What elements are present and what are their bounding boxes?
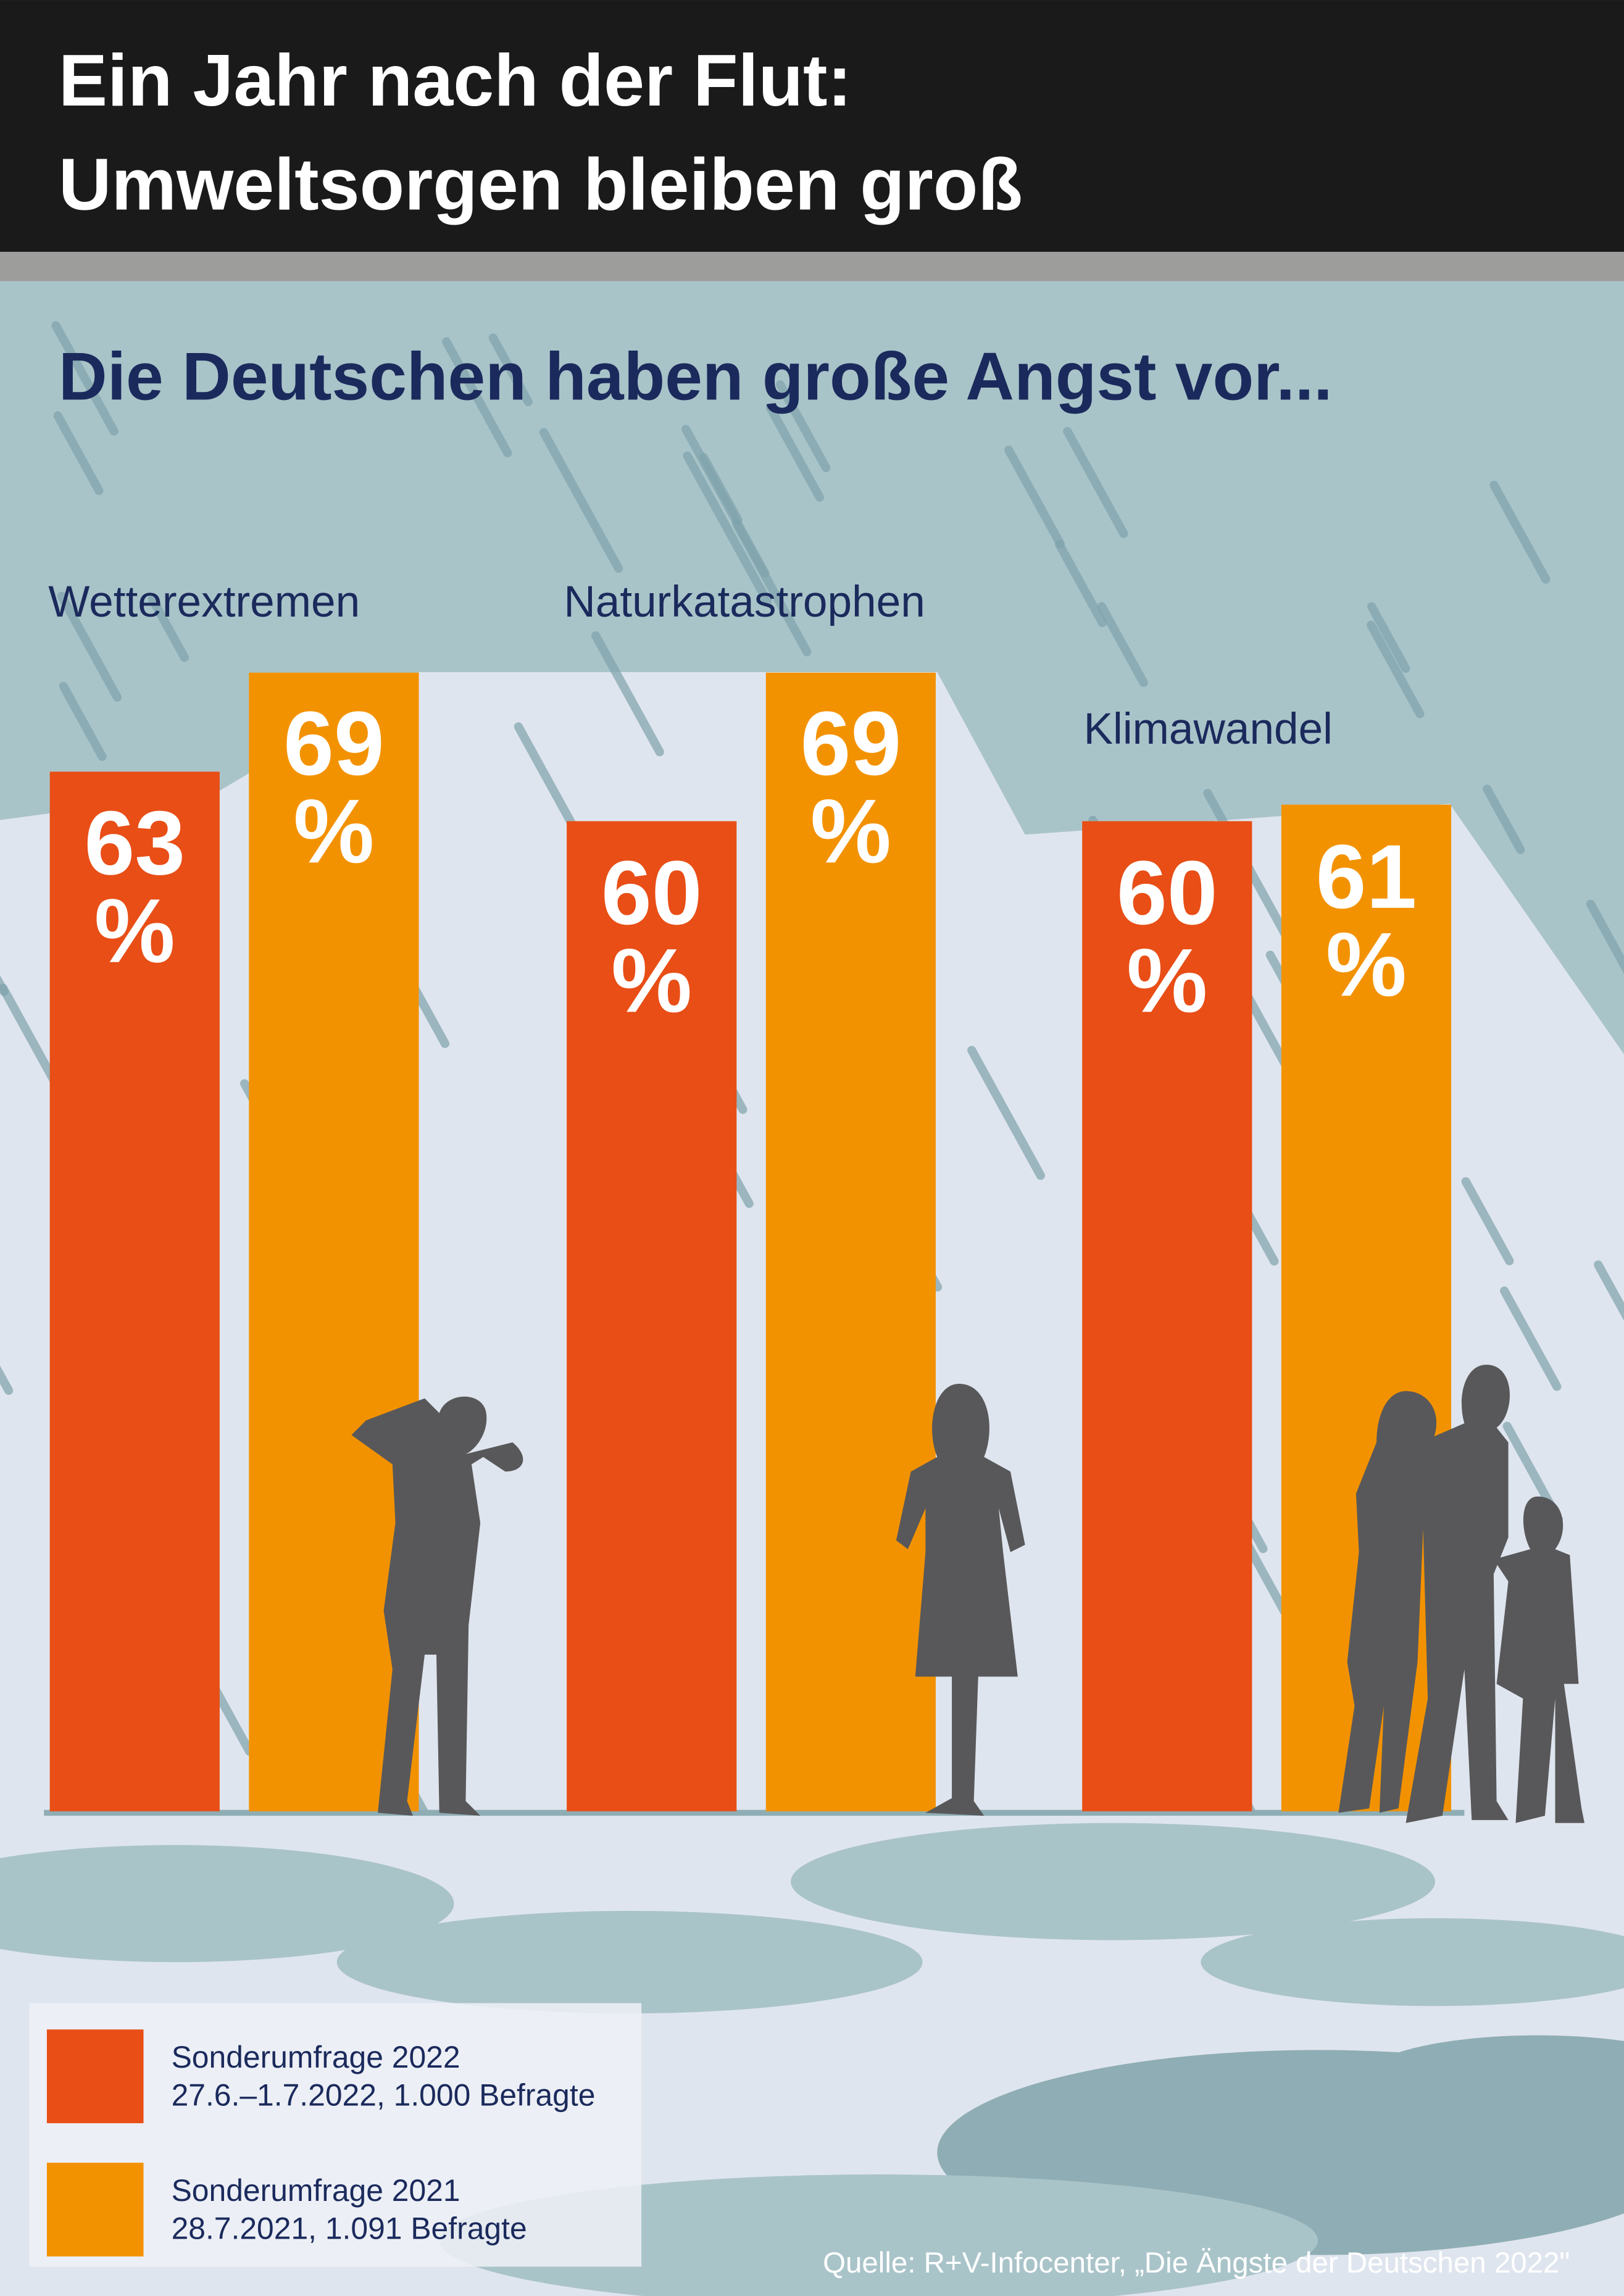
value-label-box: 69 % bbox=[283, 702, 385, 884]
rain-streak bbox=[1594, 1260, 1624, 1321]
woman-silhouette bbox=[896, 1383, 1025, 1816]
value-label: 60 % bbox=[601, 850, 702, 1033]
value-label-box: 63 % bbox=[84, 801, 186, 983]
rain-streak bbox=[683, 451, 772, 606]
rain-streak bbox=[0, 1365, 14, 1395]
legend-label: Sonderumfrage 2021 bbox=[172, 2173, 460, 2208]
category-label: Klimawandel bbox=[1084, 705, 1333, 754]
bar bbox=[1082, 821, 1252, 1811]
rain-streak bbox=[1004, 445, 1065, 549]
rain-streak bbox=[442, 337, 512, 458]
rain-streak bbox=[1367, 620, 1425, 718]
puddles bbox=[0, 1823, 1624, 2296]
bar bbox=[49, 772, 220, 1811]
puddle bbox=[1201, 1918, 1624, 2007]
legend-swatch bbox=[46, 2029, 144, 2124]
title-line: Umweltsorgen bleiben groß bbox=[59, 144, 1023, 225]
value-label: 69 % bbox=[800, 702, 902, 884]
rain-streak bbox=[1586, 899, 1624, 974]
rain-streak bbox=[1489, 480, 1551, 584]
category-label: Wetterextremen bbox=[48, 578, 360, 626]
chart-subtitle: Die Deutschen haben große Angst vor... bbox=[59, 339, 1333, 415]
rain-streak bbox=[0, 983, 62, 1092]
value-label-box: 60 % bbox=[601, 850, 702, 1033]
rain-streak bbox=[1367, 602, 1410, 673]
legend-description: 27.6.–1.7.2022, 1.000 Befragte bbox=[172, 2078, 596, 2113]
puddle bbox=[439, 2174, 1318, 2296]
header-band bbox=[0, 0, 1624, 252]
value-label: 61 % bbox=[1315, 834, 1417, 1016]
rain-streak bbox=[681, 425, 770, 578]
rain-streak bbox=[1461, 1177, 1514, 1265]
rain-streak bbox=[51, 321, 119, 436]
rain-streak bbox=[775, 380, 831, 472]
child-silhouette bbox=[1493, 1496, 1584, 1823]
rain-streak bbox=[1097, 602, 1148, 688]
mother-silhouette bbox=[1338, 1391, 1437, 1813]
rain-streak bbox=[1063, 426, 1128, 538]
puddle bbox=[0, 1845, 454, 1963]
puddle bbox=[336, 1911, 923, 2014]
category-label: Naturkatastrophen bbox=[564, 578, 925, 626]
rain-streak bbox=[539, 428, 623, 573]
rain-streak bbox=[57, 591, 122, 702]
puddle bbox=[1362, 2035, 1624, 2124]
rain-streak bbox=[59, 681, 107, 761]
rain-streak bbox=[148, 594, 189, 662]
value-label-box: 61 % bbox=[1315, 834, 1417, 1016]
bar bbox=[567, 821, 737, 1811]
legend-description: 28.7.2021, 1.091 Befragte bbox=[172, 2211, 527, 2245]
title-line: Ein Jahr nach der Flut: bbox=[59, 40, 852, 122]
value-label: 69 % bbox=[283, 702, 385, 884]
rain-streak bbox=[53, 411, 104, 496]
silhouettes bbox=[351, 1365, 1584, 1823]
rain-streak bbox=[591, 631, 664, 757]
value-label-box: 69 % bbox=[800, 702, 902, 884]
father-silhouette bbox=[1405, 1365, 1510, 1823]
bar bbox=[765, 672, 936, 1811]
puddle bbox=[791, 1823, 1435, 1940]
rain-streak bbox=[1055, 540, 1107, 627]
legend-label: Sonderumfrage 2022 bbox=[172, 2040, 460, 2074]
rain-streak bbox=[488, 333, 533, 407]
legend-swatch bbox=[46, 2163, 144, 2256]
source-note: Quelle: R+V-Infocenter, „Die Ängste der … bbox=[823, 2247, 1570, 2279]
header-stripe bbox=[0, 252, 1624, 281]
man-silhouette bbox=[351, 1396, 523, 1816]
value-label-box: 60 % bbox=[1116, 850, 1218, 1033]
value-label: 60 % bbox=[1116, 850, 1218, 1033]
bars: 63 % 60 % 60 % 69 % 69 % 61 % bbox=[49, 672, 1452, 1811]
rain-streak bbox=[967, 1046, 1045, 1180]
rain-streak bbox=[1483, 784, 1525, 854]
rain-streak bbox=[1500, 1286, 1562, 1391]
value-label: 63 % bbox=[84, 801, 186, 983]
legend: Sonderumfrage 2022 27.6.–1.7.2022, 1.000 … bbox=[46, 2029, 596, 2256]
rain-streak bbox=[765, 403, 824, 502]
